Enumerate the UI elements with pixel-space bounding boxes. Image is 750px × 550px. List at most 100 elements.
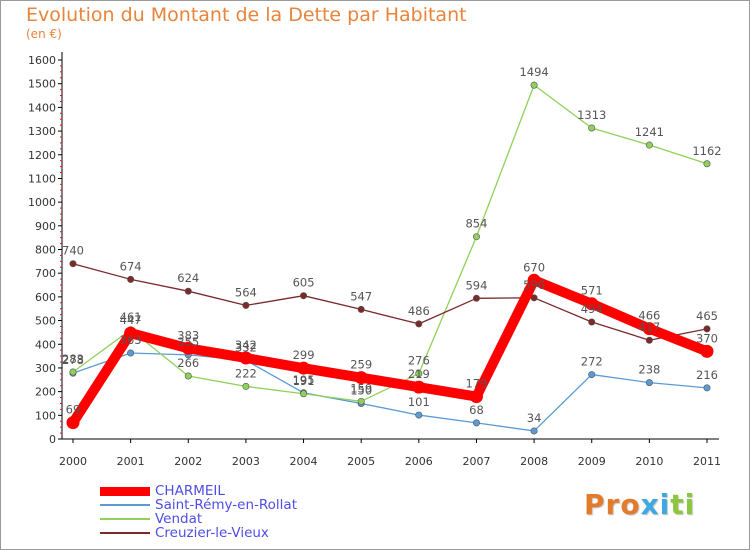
data-label: 191 [293,374,315,388]
y-tick-label: 400 [35,338,56,351]
legend-label: Saint-Rémy-en-Rollat [155,497,298,513]
data-label: 624 [177,271,199,285]
y-tick-label: 1000 [28,196,56,209]
legend-swatch [100,518,150,520]
data-point [703,325,711,333]
series-line-3 [72,263,708,341]
logo-letter: r [605,488,621,521]
x-tick-label: 2011 [693,455,721,468]
y-tick-label: 600 [35,291,56,304]
proxiti-logo: Proxiti [584,488,695,521]
logo-letter: i [659,488,671,521]
data-label: 179 [465,377,487,391]
logo-letter: t [670,488,685,521]
data-point [357,397,365,405]
y-tick-label: 1400 [28,101,56,114]
data-label: 34 [527,411,542,425]
data-point [66,416,80,430]
data-label: 674 [120,259,142,273]
data-label: 1162 [692,144,721,158]
x-tick-label: 2008 [520,455,548,468]
legend-item: Vendat [100,511,360,527]
data-label: 68 [469,403,484,417]
data-point [297,361,311,375]
data-label: 594 [465,278,487,292]
data-point [527,273,541,287]
data-label: 370 [696,331,718,345]
data-point [181,341,195,355]
data-label: 332 [235,340,257,354]
data-label: 159 [350,381,372,395]
logo-letter: o [620,488,641,521]
data-point [530,81,538,89]
data-label: 605 [293,276,315,290]
x-tick-label: 2006 [405,455,433,468]
data-point [242,382,250,390]
data-point [357,305,365,313]
data-point [184,287,192,295]
data-point [703,384,711,392]
data-label: 101 [408,395,430,409]
data-label: 465 [696,309,718,323]
data-label: 670 [523,260,545,274]
chart-subtitle: (en €) [26,27,62,41]
data-point [412,380,426,394]
y-tick-label: 800 [35,244,56,257]
x-tick-label: 2004 [290,455,318,468]
data-label: 494 [581,302,603,316]
x-tick-label: 2005 [347,455,375,468]
data-point [469,390,483,404]
data-point [472,294,480,302]
y-tick-label: 300 [35,362,56,375]
data-label: 854 [465,217,487,231]
data-point [239,351,253,365]
data-point [184,372,192,380]
legend-item: CHARMEIL [100,483,360,499]
data-point [472,233,480,241]
x-tick-label: 2001 [117,455,145,468]
y-tick-label: 900 [35,220,56,233]
y-tick-label: 0 [49,433,56,446]
data-label: 564 [235,285,257,299]
data-label: 219 [408,367,430,381]
data-point [645,379,653,387]
x-tick-label: 2000 [59,455,87,468]
data-point [69,368,77,376]
data-label: 195 [293,373,315,387]
x-tick-label: 2007 [462,455,490,468]
data-label: 259 [350,358,372,372]
data-label: 1313 [577,108,606,122]
y-tick-label: 100 [35,409,56,422]
data-label: 596 [523,278,545,292]
legend-item: Creuzier-le-Vieux [100,525,360,541]
data-label: 222 [235,366,257,380]
data-point [642,322,656,336]
data-point [472,419,480,427]
data-point [415,411,423,419]
y-tick-label: 1600 [28,54,56,67]
data-label: 486 [408,304,430,318]
data-label: 355 [177,335,199,349]
data-point [700,344,714,358]
data-label: 547 [350,289,372,303]
data-point [530,427,538,435]
data-label: 447 [120,313,142,327]
logo-letter: P [584,488,606,521]
data-label: 150 [350,383,372,397]
data-label: 69 [66,403,81,417]
legend-label: Creuzier-le-Vieux [155,525,269,541]
chart-legend: CHARMEIL Saint-Rémy-en-Rollat Vendat Creuzi… [100,483,360,541]
data-point [588,371,596,379]
data-point [242,301,250,309]
x-tick-label: 2009 [578,455,606,468]
data-label: 571 [581,284,603,298]
x-tick-label: 2010 [635,455,663,468]
series-line-0 [68,275,712,428]
data-point [300,292,308,300]
data-point [588,318,596,326]
data-point [69,260,77,268]
y-tick-label: 1500 [28,78,56,91]
data-label: 272 [581,355,603,369]
